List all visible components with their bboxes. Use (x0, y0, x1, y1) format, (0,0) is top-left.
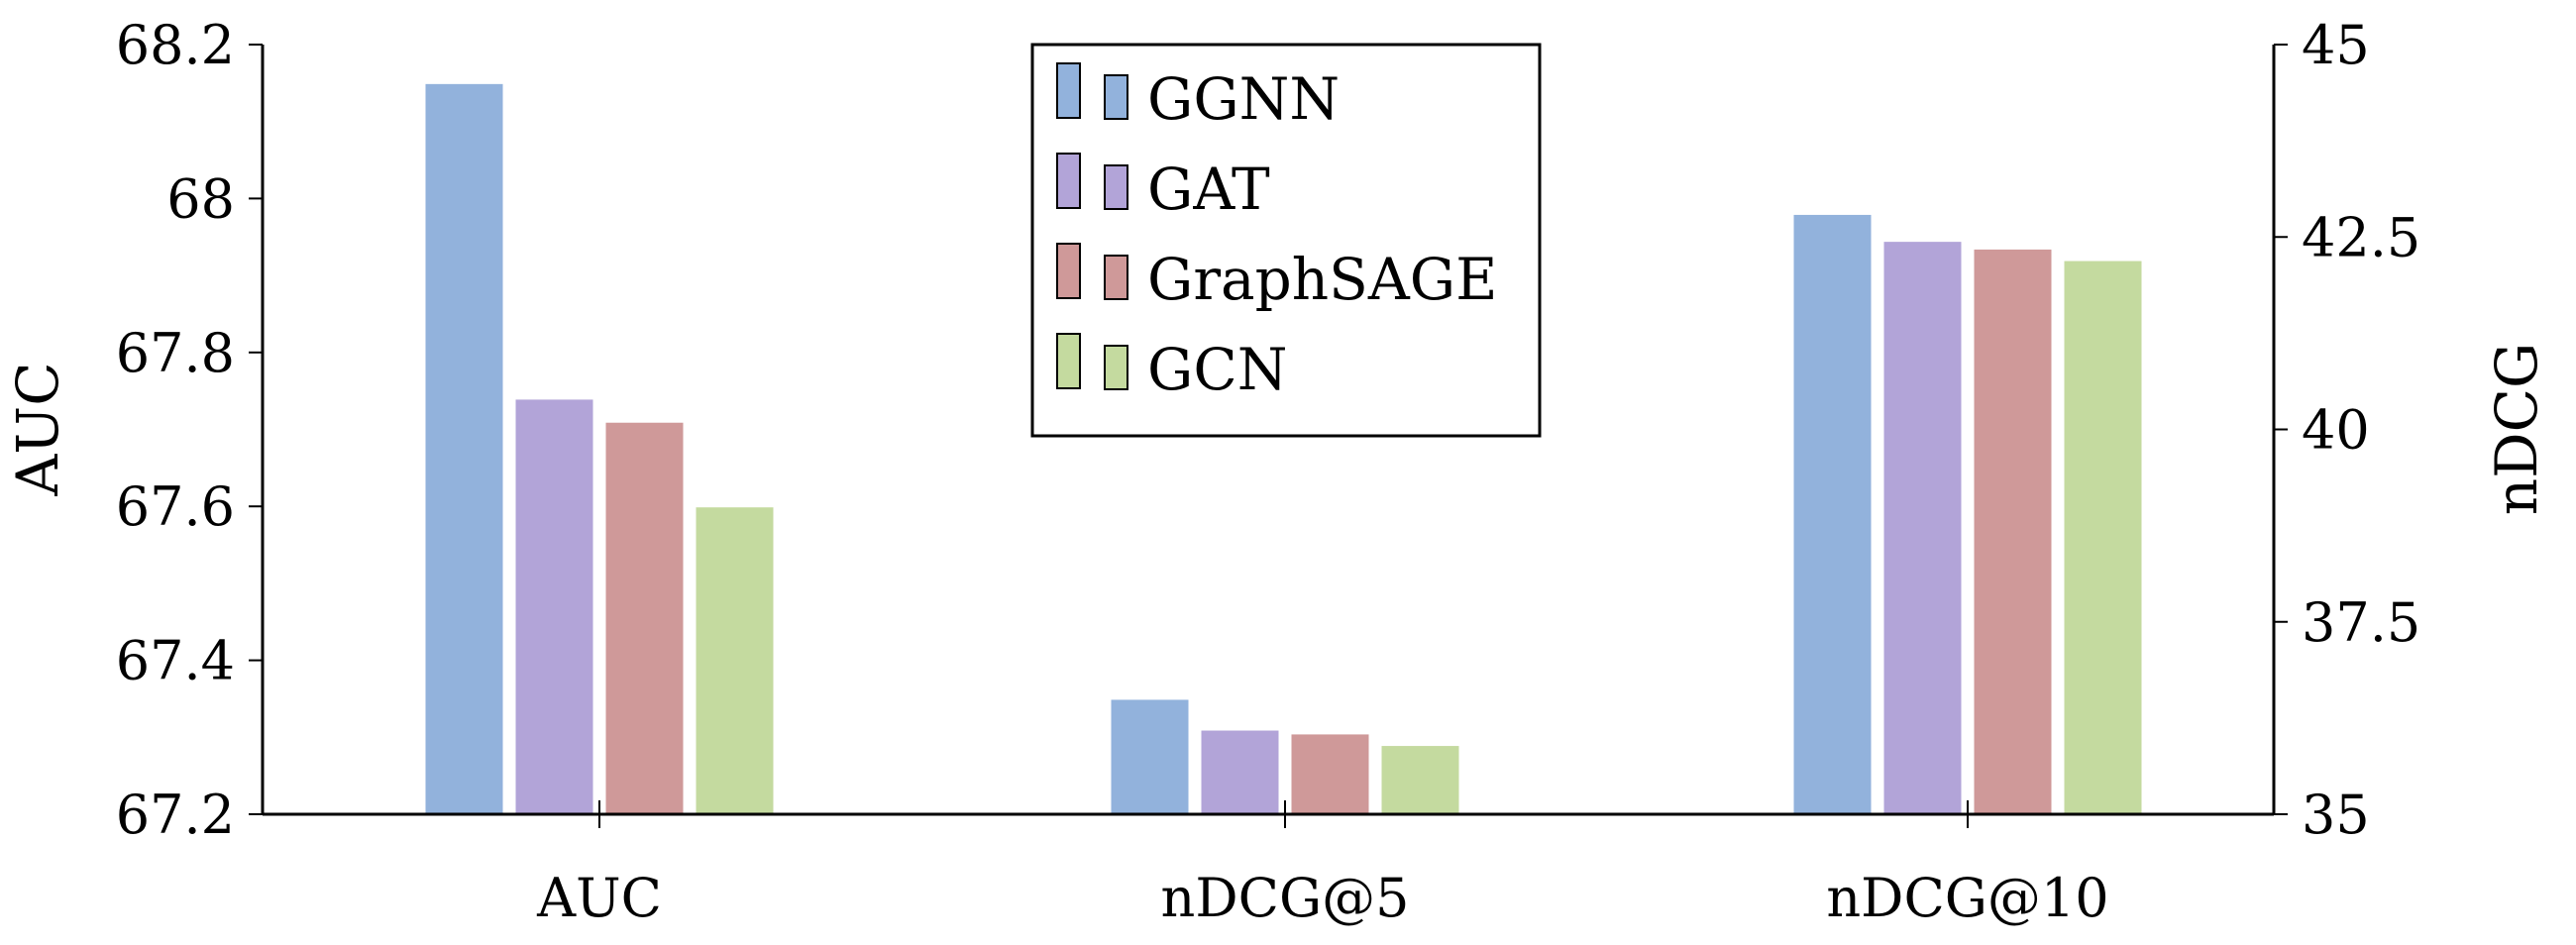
legend-swatch-graphsage (1056, 243, 1081, 299)
right-tick-label: 45 (2302, 14, 2370, 76)
legend-swatch-small-gcn (1104, 345, 1128, 390)
bar-graphsage-auc (603, 420, 686, 815)
right-tick-label: 42.5 (2302, 206, 2420, 268)
right-axis-ticks: 35 37.5 40 42.5 45 (2274, 14, 2420, 846)
legend-swatch-small-ggnn (1104, 74, 1128, 120)
x-tick-label: AUC (536, 867, 662, 929)
bar-gcn-auc (694, 505, 776, 815)
right-tick-label: 37.5 (2302, 591, 2420, 654)
bars-group (423, 81, 2144, 816)
legend-swatch-small-graphsage (1104, 255, 1128, 300)
right-axis-title: nDCG (2483, 343, 2550, 516)
left-tick-label: 67.4 (116, 630, 235, 692)
bar-gcn-ndcg-at-10 (2062, 259, 2144, 815)
bar-graphsage-ndcg-at-10 (1972, 247, 2054, 815)
bar-ggnn-auc (423, 81, 505, 816)
legend-swatch-ggnn (1056, 62, 1081, 119)
bar-gat-ndcg-at-10 (1881, 240, 1964, 815)
x-tick-label: nDCG@10 (1826, 867, 2108, 929)
left-axis-title: AUC (4, 362, 71, 496)
legend-label-graphsage: GraphSAGE (1147, 246, 1497, 313)
bar-ggnn-ndcg-at-5 (1109, 697, 1191, 816)
legend-swatch-gcn (1056, 333, 1081, 389)
x-axis-ticks: AUC nDCG@5 nDCG@10 (536, 800, 2109, 929)
bar-gcn-ndcg-at-5 (1379, 744, 1461, 816)
legend-swatch-small-gat (1104, 164, 1128, 210)
bar-gat-auc (513, 397, 595, 815)
right-tick-label: 35 (2302, 784, 2370, 846)
left-axis-ticks: 67.2 67.4 67.6 67.8 68 68.2 (116, 14, 263, 846)
bar-ggnn-ndcg-at-10 (1791, 212, 1874, 815)
right-tick-label: 40 (2302, 399, 2370, 462)
left-tick-label: 68 (166, 167, 235, 230)
bar-gat-ndcg-at-5 (1199, 728, 1281, 816)
left-tick-label: 67.2 (116, 784, 235, 846)
x-tick-label: nDCG@5 (1161, 867, 1410, 929)
bar-graphsage-ndcg-at-5 (1289, 732, 1371, 815)
legend-label-gat: GAT (1147, 156, 1270, 223)
legend-label-gcn: GCN (1147, 336, 1287, 403)
legend-swatch-gat (1056, 153, 1081, 209)
left-tick-label: 67.8 (116, 322, 235, 384)
left-tick-label: 67.6 (116, 475, 235, 538)
legend-label-ggnn: GGNN (1147, 65, 1340, 133)
legend: GGNN GAT GraphSAGE GCN (1030, 43, 1542, 438)
left-tick-label: 68.2 (116, 14, 235, 76)
